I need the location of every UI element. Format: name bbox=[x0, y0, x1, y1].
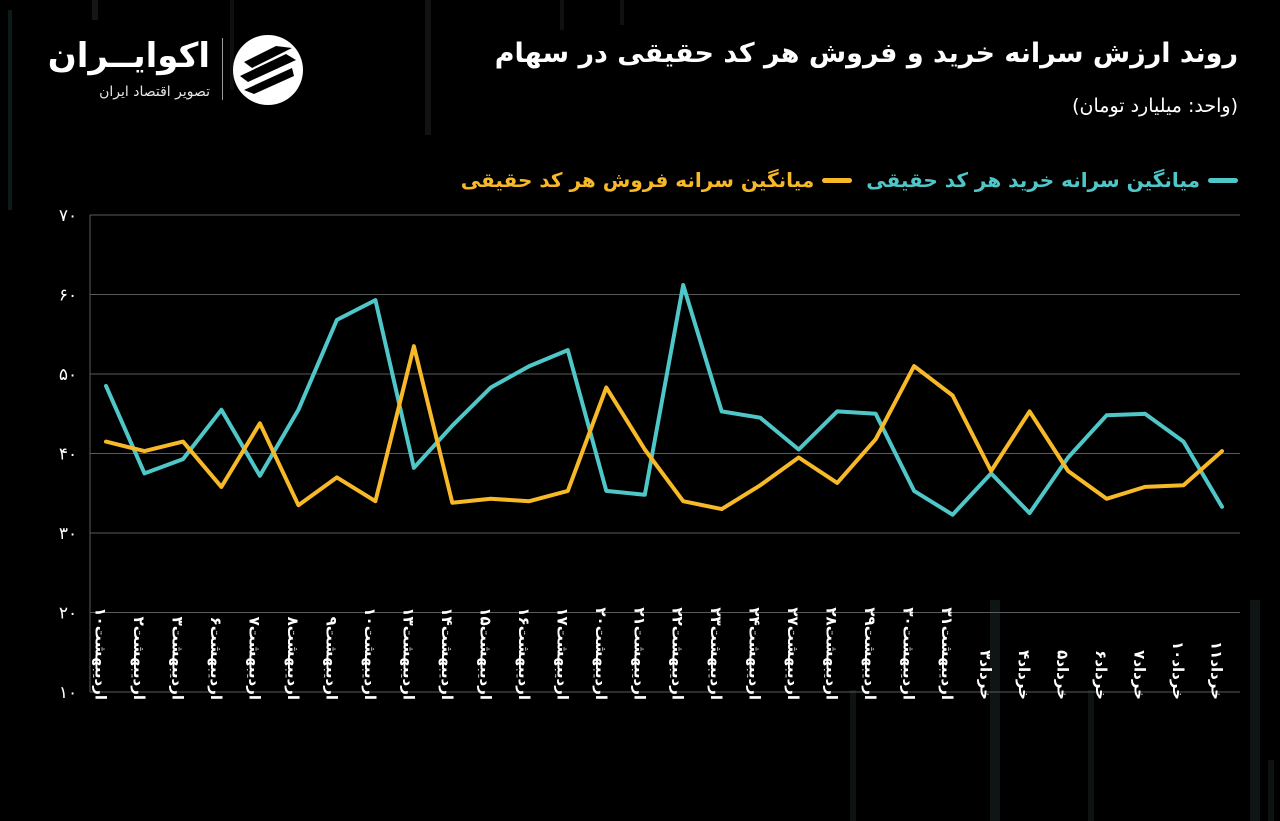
legend-item-buy: میانگین سرانه خرید هر کد حقیقی bbox=[866, 168, 1238, 192]
x-tick-label: اردیبهشت۷ bbox=[245, 617, 263, 700]
x-tick-label: اردیبهشت۱۷ bbox=[553, 607, 571, 700]
y-axis-ticks: ۱۰ ۲۰ ۳۰ ۴۰ ۵۰ ۶۰ ۷۰ bbox=[59, 206, 77, 703]
y-tick-label: ۷۰ bbox=[59, 206, 77, 226]
x-tick-label: اردیبهشت۱۳ bbox=[399, 607, 417, 700]
x-tick-label: اردیبهشت۲۱ bbox=[630, 607, 648, 700]
legend-label-sell: میانگین سرانه فروش هر کد حقیقی bbox=[460, 168, 815, 192]
x-tick-label: اردیبهشت۶ bbox=[207, 617, 225, 700]
x-tick-label: اردیبهشت۲۷ bbox=[784, 607, 802, 700]
series-line-buy bbox=[104, 283, 1224, 517]
grid-lines bbox=[89, 214, 1240, 693]
x-tick-label: اردیبهشت۱۵ bbox=[476, 607, 494, 700]
chart-legend: میانگین سرانه خرید هر کد حقیقی میانگین س… bbox=[461, 168, 1238, 192]
x-tick-label: اردیبهشت۱۰ bbox=[92, 607, 110, 700]
legend-item-sell: میانگین سرانه فروش هر کد حقیقی bbox=[460, 168, 853, 192]
x-tick-label: اردیبهشت۱۴ bbox=[438, 607, 456, 700]
y-tick-label: ۵۰ bbox=[59, 365, 77, 385]
y-tick-label: ۴۰ bbox=[59, 445, 77, 465]
x-tick-label: خرداد۵ bbox=[1054, 650, 1072, 700]
y-tick-label: ۳۰ bbox=[59, 524, 77, 544]
x-tick-label: اردیبهشت۲۹ bbox=[861, 607, 879, 700]
x-tick-label: اردیبهشت۲۸ bbox=[823, 607, 841, 700]
x-tick-label: خرداد۱۱ bbox=[1208, 641, 1226, 700]
x-tick-label: اردیبهشت۲۴ bbox=[746, 607, 764, 700]
x-tick-label: اردیبهشت۳۰ bbox=[900, 607, 918, 700]
logo-divider bbox=[222, 38, 223, 100]
legend-swatch-buy bbox=[1208, 177, 1238, 183]
y-tick-label: ۲۰ bbox=[59, 604, 77, 624]
series-lines bbox=[104, 283, 1224, 517]
x-tick-label: اردیبهشت۱۶ bbox=[515, 607, 533, 700]
chart-unit: (واحد: میلیارد تومان) bbox=[1072, 95, 1238, 117]
y-tick-label: ۱۰ bbox=[59, 683, 77, 703]
legend-label-buy: میانگین سرانه خرید هر کد حقیقی bbox=[866, 168, 1200, 192]
x-tick-label: اردیبهشت۲۲ bbox=[669, 607, 687, 700]
x-tick-label: خرداد۴ bbox=[1015, 650, 1033, 700]
x-tick-label: اردیبهشت۲۳ bbox=[707, 607, 725, 700]
x-tick-label: خرداد۱۰ bbox=[1169, 641, 1187, 700]
x-axis-ticks: اردیبهشت۱۰ اردیبهشت۲ اردیبهشت۳ اردیبهشت۶ ارد… bbox=[92, 607, 1226, 700]
logo-name: اکوایــران bbox=[47, 36, 210, 76]
x-tick-label: خرداد۳ bbox=[977, 650, 995, 700]
logo: اکوایــران تصویر اقتصاد ایران bbox=[47, 30, 310, 110]
x-tick-label: اردیبهشت۹ bbox=[322, 617, 340, 700]
y-tick-label: ۶۰ bbox=[59, 286, 77, 306]
legend-swatch-sell bbox=[822, 177, 853, 183]
logo-mark-icon bbox=[233, 35, 303, 105]
x-tick-label: خرداد۷ bbox=[1131, 650, 1149, 700]
x-tick-label: اردیبهشت۳۱ bbox=[938, 607, 956, 700]
x-tick-label: اردیبهشت۲۰ bbox=[592, 607, 610, 700]
x-tick-label: اردیبهشت۸ bbox=[284, 617, 302, 700]
x-tick-label: اردیبهشت۳ bbox=[168, 617, 186, 700]
chart-title: روند ارزش سرانه خرید و فروش هر کد حقیقی … bbox=[494, 38, 1238, 69]
x-tick-label: اردیبهشت۱۰ bbox=[361, 607, 379, 700]
logo-subtitle: تصویر اقتصاد ایران bbox=[99, 84, 210, 100]
x-tick-label: خرداد۶ bbox=[1092, 650, 1110, 700]
x-tick-label: اردیبهشت۲ bbox=[130, 617, 148, 700]
series-line-sell bbox=[104, 344, 1224, 512]
